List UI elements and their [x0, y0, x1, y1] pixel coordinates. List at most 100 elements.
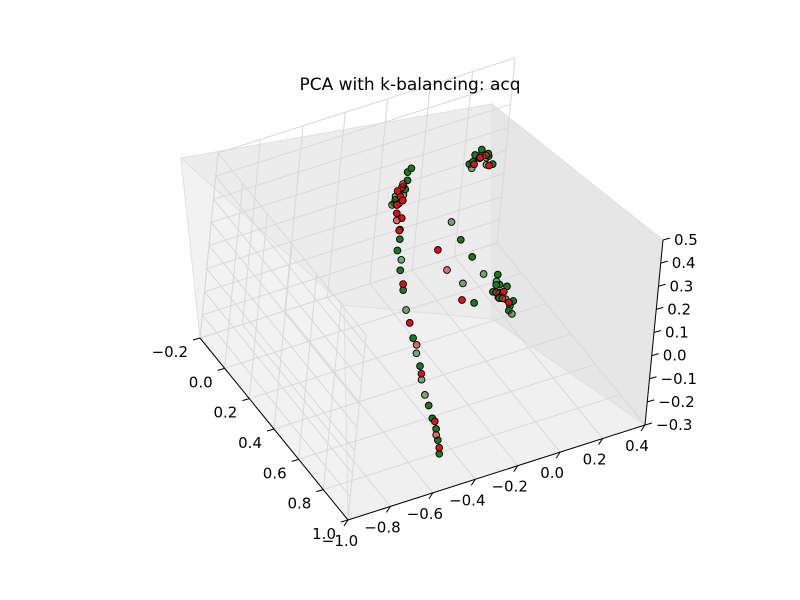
y-tick-mark: [316, 489, 324, 493]
x-tick-label: 0.2: [583, 451, 607, 469]
x-tick-mark: [386, 506, 391, 513]
scatter-point: [434, 246, 442, 254]
y-tick-mark: [192, 337, 201, 341]
z-tick-label: 0.0: [663, 347, 687, 365]
grid-lines: [199, 57, 646, 521]
x-tick-mark: [513, 465, 519, 472]
y-tick-mark: [217, 367, 225, 371]
z-tick-mark: [660, 260, 668, 264]
z-tick-mark: [653, 330, 662, 333]
z-tick-label: 0.5: [674, 231, 698, 249]
data-points: [388, 145, 518, 458]
scatter-point: [397, 255, 406, 264]
scatter-point: [470, 299, 478, 307]
scatter-point: [417, 369, 426, 378]
scatter-point: [421, 391, 429, 399]
y-tick-label: 1.0: [312, 525, 336, 543]
scatter-point: [493, 270, 502, 279]
z-tick-label: −0.2: [658, 393, 694, 411]
x-tick-label: −0.6: [407, 505, 443, 523]
x-tick-mark: [640, 424, 646, 432]
scatter-point: [412, 341, 421, 349]
z-tick-label: 0.4: [672, 254, 696, 272]
scatter-point: [405, 319, 414, 327]
scatter-point: [492, 288, 501, 297]
z-tick-mark: [644, 422, 653, 426]
x-tick-mark: [470, 479, 476, 486]
z-tick-label: 0.1: [665, 324, 689, 342]
x-tick-mark: [598, 438, 603, 445]
scatter-point: [392, 209, 401, 218]
grid-line-z: [214, 80, 513, 359]
scatter-point: [396, 266, 405, 275]
scatter-point: [458, 296, 466, 304]
scatter-point: [430, 417, 439, 426]
y-tick-mark: [340, 519, 349, 523]
x-tick-mark: [428, 492, 434, 500]
z-tick-mark: [658, 283, 666, 287]
z-tick-mark: [647, 399, 655, 403]
scatter-point: [393, 187, 402, 195]
y-tick-mark: [291, 458, 299, 462]
scatter-point: [395, 226, 404, 235]
x-tick-label: 0.0: [540, 464, 564, 482]
x-tick-label: 0.4: [625, 437, 649, 455]
y-tick-label: 0.6: [263, 464, 287, 482]
z-tick-mark: [651, 353, 659, 357]
x-tick-label: −0.4: [449, 491, 485, 509]
x-tick-label: −0.2: [491, 478, 527, 496]
scatter-point: [402, 306, 410, 314]
scatter-point: [412, 349, 421, 358]
scatter-point: [416, 362, 424, 370]
z-tick-label: 0.3: [670, 277, 694, 295]
scatter-point: [498, 294, 507, 303]
y-tick-mark: [266, 428, 275, 432]
scatter-point: [398, 196, 407, 205]
scatter-point: [470, 160, 478, 169]
x-tick-label: −1.0: [322, 532, 358, 550]
scatter-point: [393, 201, 401, 209]
scatter-point: [499, 287, 508, 296]
scatter-point: [443, 266, 451, 274]
scatter-point: [392, 216, 401, 225]
scatter-point: [447, 218, 456, 226]
z-tick-label: −0.3: [656, 416, 692, 434]
scatter-point: [492, 281, 501, 289]
scatter-point: [395, 235, 404, 244]
grid-line-z: [212, 103, 511, 382]
scatter-point: [468, 253, 477, 261]
y-tick-label: 0.4: [238, 434, 262, 452]
scatter-point: [505, 298, 513, 307]
chart-title: PCA with k-balancing: acq: [299, 75, 520, 95]
scatter-point: [407, 164, 416, 173]
tick-marks: [192, 237, 671, 527]
scatter-point: [477, 145, 486, 154]
z-tick-mark: [662, 237, 671, 241]
z-tick-label: 0.2: [667, 300, 691, 318]
z-tick-label: −0.1: [661, 370, 697, 388]
scatter-point: [399, 280, 407, 288]
z-tick-mark: [649, 376, 657, 380]
y-tick-label: 0.2: [213, 404, 237, 422]
grid-line-z: [205, 173, 504, 451]
grid-line-z: [217, 57, 516, 336]
x-tick-mark: [343, 519, 349, 527]
scatter-point: [409, 334, 417, 342]
scatter-point: [482, 151, 490, 160]
scatter-point: [456, 235, 465, 244]
z-tick-mark: [656, 306, 664, 310]
y-tick-label: −0.2: [152, 343, 188, 361]
scatter-point: [485, 161, 493, 170]
scatter-point: [399, 180, 407, 188]
y-tick-mark: [242, 398, 250, 402]
scatter-point: [459, 279, 467, 288]
scatter-point: [479, 270, 488, 278]
x-axis-line: [347, 424, 646, 521]
y-tick-label: 0.8: [287, 495, 311, 513]
scatter-point: [424, 401, 433, 410]
grid-line-z: [210, 126, 509, 405]
scatter-point: [393, 246, 402, 255]
scatter-point: [432, 431, 441, 439]
x-tick-label: −0.8: [364, 518, 400, 536]
